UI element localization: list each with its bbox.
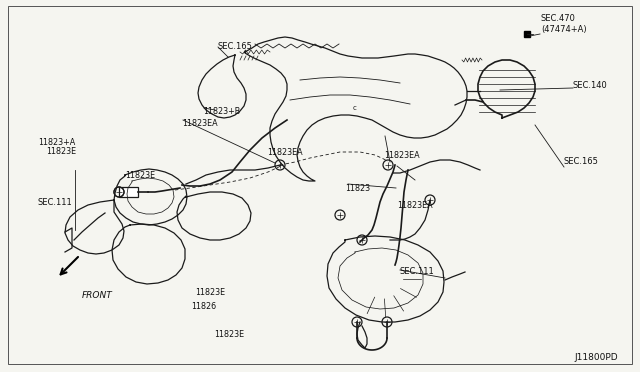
Text: 11823E: 11823E <box>195 288 225 296</box>
Text: 11823E: 11823E <box>46 147 76 156</box>
Text: 11823+B: 11823+B <box>204 107 241 116</box>
Text: SEC.165: SEC.165 <box>563 157 598 166</box>
Text: 11823EA: 11823EA <box>384 151 420 160</box>
Text: SEC.111: SEC.111 <box>400 267 435 276</box>
Text: SEC.470
(47474+A): SEC.470 (47474+A) <box>541 15 586 34</box>
Bar <box>119 187 138 197</box>
Text: J11800PD: J11800PD <box>575 353 618 362</box>
Text: c: c <box>353 105 357 111</box>
Text: 11823E: 11823E <box>125 171 155 180</box>
Text: SEC.111: SEC.111 <box>37 198 72 207</box>
Text: SEC.140: SEC.140 <box>573 81 607 90</box>
Text: SEC.165: SEC.165 <box>218 42 252 51</box>
Text: 11823EA: 11823EA <box>268 148 303 157</box>
Text: 11823+A: 11823+A <box>38 138 76 147</box>
Text: 11823: 11823 <box>346 185 371 193</box>
Text: 11826: 11826 <box>191 302 216 311</box>
Text: 11823EA: 11823EA <box>182 119 218 128</box>
Text: 11823EA: 11823EA <box>397 201 433 210</box>
Text: 11823E: 11823E <box>214 330 244 339</box>
Text: FRONT: FRONT <box>81 291 112 300</box>
